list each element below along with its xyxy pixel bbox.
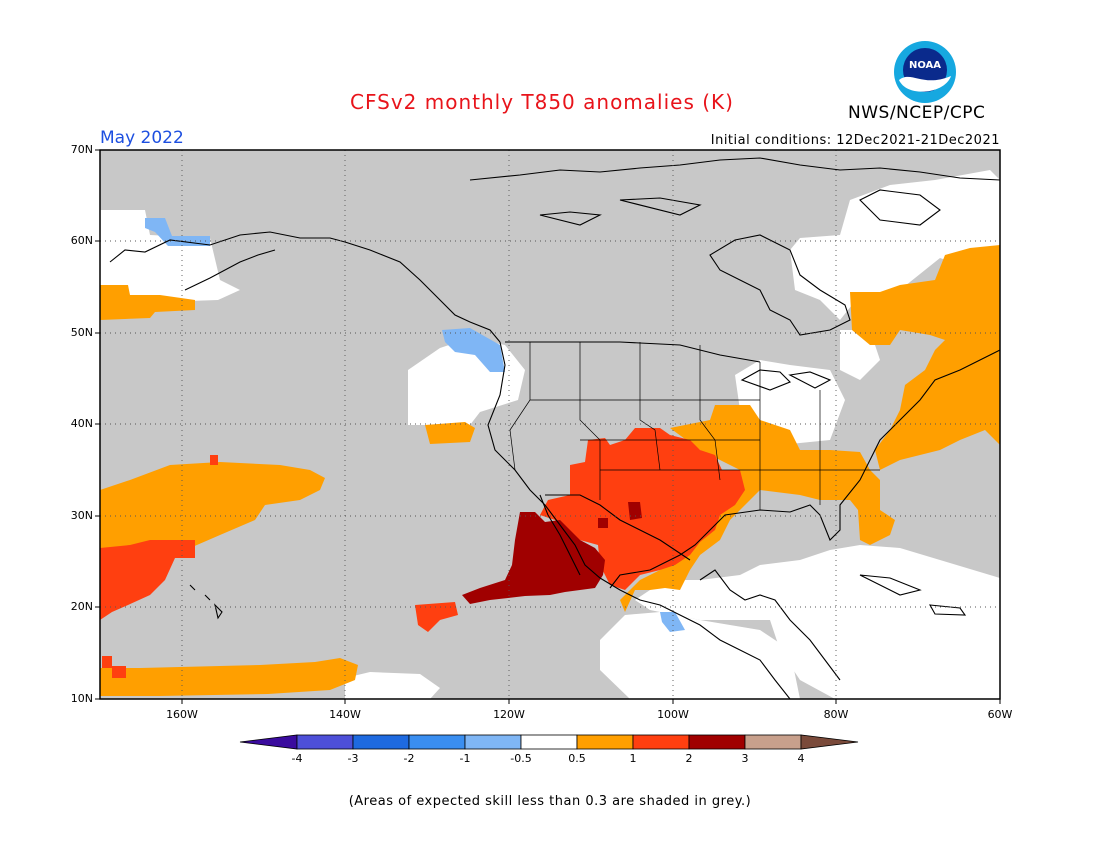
lat-label: 60N [70, 234, 93, 247]
lat-label: 20N [70, 600, 93, 613]
lat-label: 40N [70, 417, 93, 430]
colorbar-label: -3 [347, 752, 359, 765]
warm-anomaly-1-2 [100, 428, 745, 678]
initial-conditions: Initial conditions: 12Dec2021-21Dec2021 [710, 133, 1000, 148]
colorbar-swatch [632, 734, 690, 750]
colorbar-label: -1 [459, 752, 471, 765]
warm-anomaly-2-3 [462, 502, 642, 604]
colorbar-label: 1 [629, 752, 637, 765]
lon-label: 100W [657, 708, 689, 721]
colorbar-label: -2 [403, 752, 415, 765]
cold-anomaly-spots [145, 218, 685, 632]
lon-label: 80W [823, 708, 849, 721]
logo-text: NOAA [909, 60, 941, 71]
lat-label: 70N [70, 143, 93, 156]
colorbar [239, 734, 859, 750]
warm-anomaly-0.5-1 [100, 245, 1000, 696]
colorbar-label: -0.5 [510, 752, 532, 765]
colorbar-upper-arrow [800, 734, 859, 750]
colorbar-label: 2 [685, 752, 693, 765]
colorbar-swatch [296, 734, 354, 750]
colorbar-swatch [352, 734, 410, 750]
colorbar-label: -4 [291, 752, 303, 765]
colorbar-swatch [408, 734, 466, 750]
lon-label: 60W [987, 708, 1013, 721]
organization-label: NWS/NCEP/CPC [848, 103, 986, 123]
lon-label: 160W [166, 708, 198, 721]
colorbar-label: 3 [741, 752, 749, 765]
lat-label: 30N [70, 509, 93, 522]
skill-note: (Areas of expected skill less than 0.3 a… [348, 794, 752, 809]
colorbar-lower-arrow [239, 734, 298, 750]
colorbar-swatch [744, 734, 802, 750]
lat-label: 50N [70, 326, 93, 339]
colorbar-swatch [464, 734, 522, 750]
lon-label: 120W [493, 708, 525, 721]
coastlines [109, 157, 1000, 699]
axis-ticks [95, 149, 1001, 704]
lat-label: 10N [70, 692, 93, 705]
graticule [100, 150, 1000, 699]
noaa-logo-icon: NOAA [894, 41, 956, 103]
lon-label: 140W [329, 708, 361, 721]
colorbar-swatch [520, 734, 578, 750]
colorbar-label: 0.5 [568, 752, 586, 765]
forecast-period: May 2022 [100, 128, 184, 148]
colorbar-label: 4 [797, 752, 805, 765]
colorbar-swatch [576, 734, 634, 750]
chart-title: CFSv2 monthly T850 anomalies (K) [350, 90, 734, 114]
colorbar-swatch [688, 734, 746, 750]
